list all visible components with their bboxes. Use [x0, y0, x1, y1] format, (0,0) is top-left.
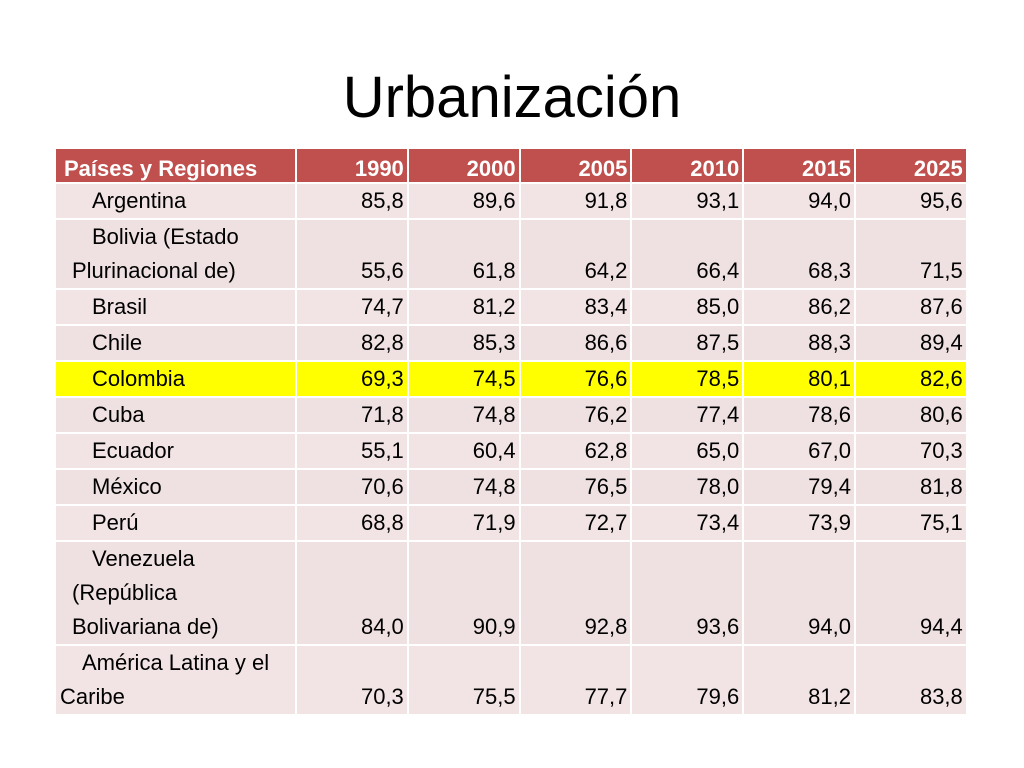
table-cell: 71,5 [853, 218, 968, 290]
table-cell: 87,6 [853, 288, 968, 326]
table-cell: 55,1 [295, 432, 409, 470]
row-label: Cuba [54, 396, 297, 434]
table-row: América Latina y el Caribe 70,3 75,5 77,… [54, 644, 968, 716]
row-label: Venezuela (República Bolivariana de) [54, 540, 297, 646]
table-cell: 83,4 [518, 288, 633, 326]
table-cell: 90,9 [406, 540, 521, 646]
table-cell: 92,8 [518, 540, 633, 646]
table-cell: 80,6 [853, 396, 968, 434]
table-cell: 85,3 [406, 324, 521, 362]
table-cell: 64,2 [518, 218, 633, 290]
column-header-year: 2000 [406, 147, 521, 184]
table-cell: 70,3 [853, 432, 968, 470]
row-label: Ecuador [54, 432, 297, 470]
table-cell: 85,8 [295, 182, 409, 220]
table-cell: 81,2 [742, 644, 856, 716]
table-cell: 94,0 [742, 540, 856, 646]
table-cell: 86,6 [518, 324, 633, 362]
table-cell: 85,0 [630, 288, 745, 326]
table-row-highlighted: Colombia 69,3 74,5 76,6 78,5 80,1 82,6 [54, 360, 968, 398]
table-cell: 81,8 [853, 468, 968, 506]
row-label: Colombia [54, 360, 297, 398]
table-cell: 68,3 [742, 218, 856, 290]
table-cell: 74,7 [295, 288, 409, 326]
table-cell: 68,8 [295, 504, 409, 542]
column-header-year: 2005 [518, 147, 633, 184]
table-cell: 67,0 [742, 432, 856, 470]
table-row: Bolivia (Estado Plurinacional de) 55,6 6… [54, 218, 968, 290]
table-row: Argentina 85,8 89,6 91,8 93,1 94,0 95,6 [54, 182, 968, 220]
table-cell: 76,5 [518, 468, 633, 506]
table-cell: 88,3 [742, 324, 856, 362]
table-cell: 70,3 [295, 644, 409, 716]
table-cell: 66,4 [630, 218, 745, 290]
table-cell: 91,8 [518, 182, 633, 220]
table-cell: 94,0 [742, 182, 856, 220]
table-header-row: Países y Regiones 1990 2000 2005 2010 20… [54, 147, 968, 184]
table-cell: 74,8 [406, 468, 521, 506]
table-cell: 74,8 [406, 396, 521, 434]
table-cell: 94,4 [853, 540, 968, 646]
row-label: Perú [54, 504, 297, 542]
urbanization-table: Países y Regiones 1990 2000 2005 2010 20… [54, 147, 968, 716]
table-cell: 71,8 [295, 396, 409, 434]
table-cell: 77,4 [630, 396, 745, 434]
table-cell: 75,5 [406, 644, 521, 716]
row-label: Chile [54, 324, 297, 362]
row-label: Argentina [54, 182, 297, 220]
table-cell: 89,6 [406, 182, 521, 220]
table-cell: 78,5 [630, 360, 745, 398]
table-cell: 65,0 [630, 432, 745, 470]
table-cell: 93,6 [630, 540, 745, 646]
slide-title: Urbanización [342, 65, 682, 130]
table-row: Brasil 74,7 81,2 83,4 85,0 86,2 87,6 [54, 288, 968, 326]
table-cell: 82,6 [853, 360, 968, 398]
table-cell: 86,2 [742, 288, 856, 326]
table-cell: 74,5 [406, 360, 521, 398]
column-header-year: 2015 [742, 147, 856, 184]
table-cell: 87,5 [630, 324, 745, 362]
table-cell: 72,7 [518, 504, 633, 542]
table-cell: 70,6 [295, 468, 409, 506]
table-cell: 76,2 [518, 396, 633, 434]
row-label: América Latina y el Caribe [54, 644, 297, 716]
table-cell: 81,2 [406, 288, 521, 326]
table-cell: 78,0 [630, 468, 745, 506]
table-cell: 80,1 [742, 360, 856, 398]
table-cell: 62,8 [518, 432, 633, 470]
table-row: Cuba 71,8 74,8 76,2 77,4 78,6 80,6 [54, 396, 968, 434]
table-cell: 95,6 [853, 182, 968, 220]
table-cell: 79,6 [630, 644, 745, 716]
column-header-year: 2010 [630, 147, 745, 184]
row-label: México [54, 468, 297, 506]
table-row: México 70,6 74,8 76,5 78,0 79,4 81,8 [54, 468, 968, 506]
row-label: Bolivia (Estado Plurinacional de) [54, 218, 297, 290]
table-row: Venezuela (República Bolivariana de) 84,… [54, 540, 968, 646]
column-header-year: 2025 [853, 147, 968, 184]
table-cell: 73,4 [630, 504, 745, 542]
table-cell: 79,4 [742, 468, 856, 506]
column-header-year: 1990 [295, 147, 409, 184]
table-cell: 89,4 [853, 324, 968, 362]
table-cell: 78,6 [742, 396, 856, 434]
row-label: Brasil [54, 288, 297, 326]
table-cell: 93,1 [630, 182, 745, 220]
table-cell: 83,8 [853, 644, 968, 716]
table-row: Chile 82,8 85,3 86,6 87,5 88,3 89,4 [54, 324, 968, 362]
table-cell: 60,4 [406, 432, 521, 470]
table-cell: 71,9 [406, 504, 521, 542]
table-cell: 73,9 [742, 504, 856, 542]
table-cell: 76,6 [518, 360, 633, 398]
column-header-countries: Países y Regiones [54, 147, 297, 184]
table-row: Perú 68,8 71,9 72,7 73,4 73,9 75,1 [54, 504, 968, 542]
table-cell: 82,8 [295, 324, 409, 362]
table-cell: 55,6 [295, 218, 409, 290]
table-cell: 75,1 [853, 504, 968, 542]
table-row: Ecuador 55,1 60,4 62,8 65,0 67,0 70,3 [54, 432, 968, 470]
table-cell: 84,0 [295, 540, 409, 646]
table-cell: 69,3 [295, 360, 409, 398]
table-cell: 61,8 [406, 218, 521, 290]
table-cell: 77,7 [518, 644, 633, 716]
